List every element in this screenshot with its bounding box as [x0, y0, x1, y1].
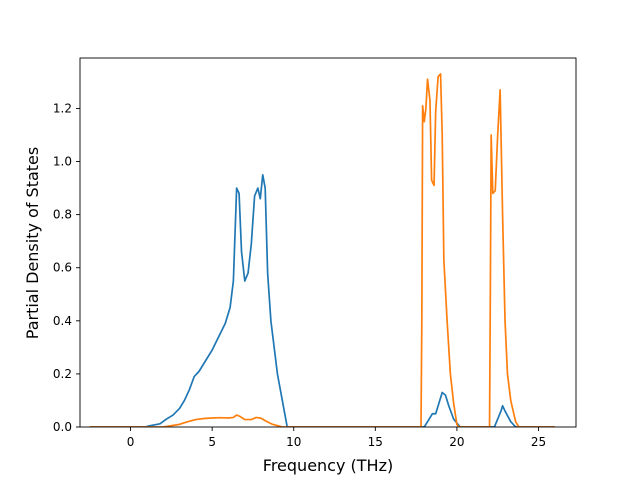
- x-tick-label: 20: [449, 435, 464, 449]
- series-line-2: [89, 73, 555, 427]
- y-tick-label: 0.6: [53, 261, 72, 275]
- x-tick-label: 10: [286, 435, 301, 449]
- x-tick-label: 25: [531, 435, 546, 449]
- series-group: [89, 73, 555, 427]
- y-tick-label: 0.4: [53, 314, 72, 328]
- y-tick-label: 1.0: [53, 155, 72, 169]
- y-tick-label: 0.8: [53, 208, 72, 222]
- y-tick-label: 1.2: [53, 101, 72, 115]
- x-tick-label: 5: [208, 435, 216, 449]
- x-tick-label: 0: [127, 435, 135, 449]
- y-tick-label: 0.0: [53, 420, 72, 434]
- x-axis-label: Frequency (THz): [263, 456, 393, 475]
- series-layer: [89, 73, 555, 427]
- axes-layer: 0 5 10 15 20 25 0.0 0.2 0.4 0.6 0.8 1.0 1.2: [53, 57, 577, 449]
- y-tick-label: 0.2: [53, 367, 72, 381]
- y-axis-label: Partial Density of States: [23, 147, 42, 339]
- plot-frame: [79, 57, 577, 428]
- x-tick-label: 15: [368, 435, 383, 449]
